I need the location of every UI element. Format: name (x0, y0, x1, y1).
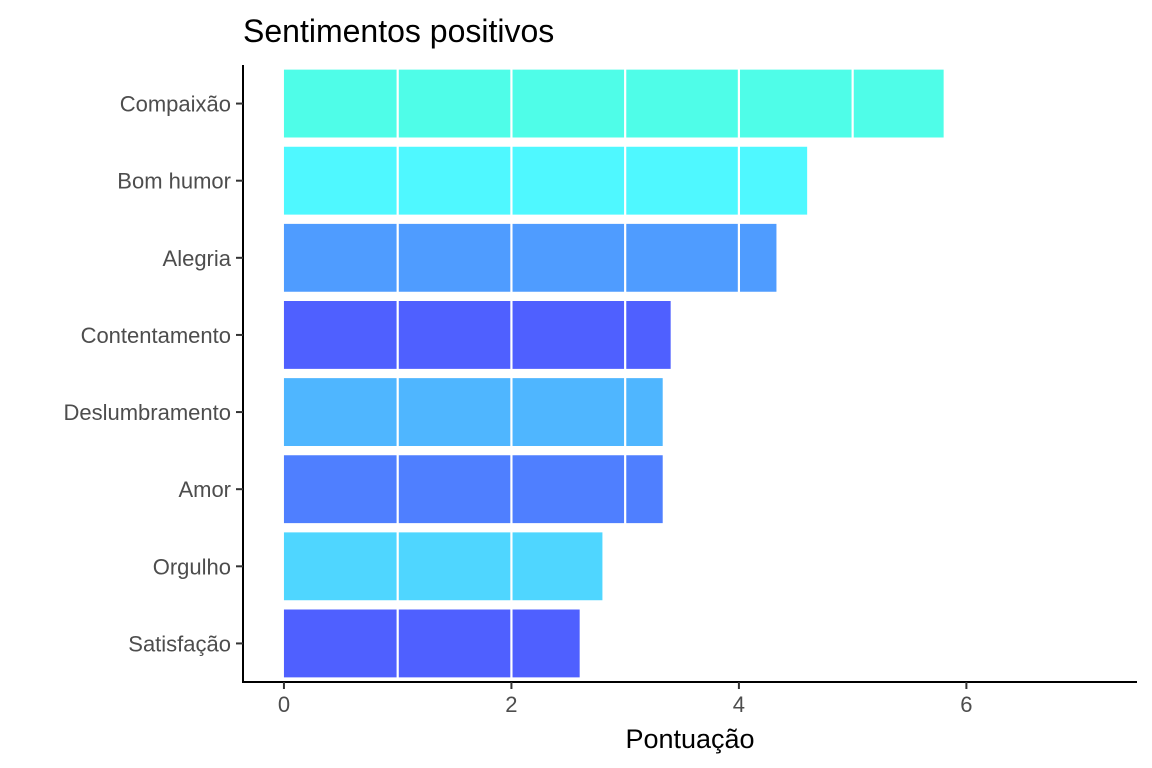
bar-3 (283, 301, 671, 369)
category-label: Compaixão (120, 92, 231, 117)
category-label: Orgulho (153, 554, 231, 579)
bar-5 (283, 455, 663, 524)
category-label: Alegria (163, 246, 232, 271)
x-axis-title: Pontuação (625, 724, 754, 754)
x-tick-label: 4 (733, 692, 745, 717)
category-label: Satisfação (128, 631, 231, 656)
bar-0 (283, 69, 944, 138)
bar-7 (283, 609, 580, 678)
bar-6 (283, 532, 603, 601)
x-axis-ticks: 0 2 4 6 (278, 682, 973, 717)
gridlines-group (396, 65, 854, 682)
x-tick-label: 0 (278, 692, 290, 717)
x-tick-label: 6 (960, 692, 972, 717)
category-label: Deslumbramento (63, 400, 231, 425)
category-label: Bom humor (117, 169, 231, 194)
bar-2 (283, 223, 777, 292)
y-axis-ticks: Compaixão Bom humor Alegria Contentamento De… (63, 92, 243, 656)
category-label: Amor (178, 477, 231, 502)
bar-1 (283, 146, 808, 215)
chart-title: Sentimentos positivos (243, 13, 554, 49)
bars-group (283, 69, 944, 678)
x-tick-label: 2 (505, 692, 517, 717)
category-label: Contentamento (81, 323, 231, 348)
bar-4 (283, 378, 663, 446)
